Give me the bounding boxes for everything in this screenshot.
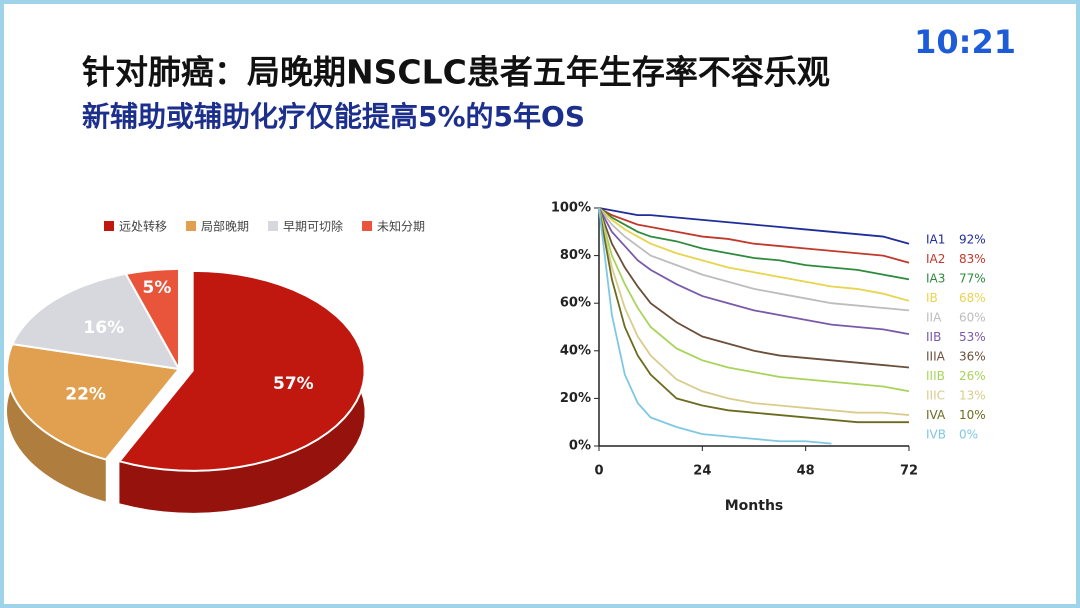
survival-curve	[598, 207, 910, 336]
survival-curve	[598, 207, 910, 302]
legend-label: 早期可切除	[283, 219, 343, 234]
series-end-label: 36%	[959, 350, 986, 364]
series-end-label: 13%	[959, 389, 986, 403]
legend-swatch	[186, 221, 197, 231]
x-tick-label: 48	[797, 464, 815, 479]
survival-curve	[598, 207, 910, 416]
survival-curve	[598, 207, 910, 264]
y-tick-label: 0%	[569, 439, 591, 454]
slide-canvas: 针对肺癌：局晚期NSCLC患者五年生存率不容乐观 新辅助或辅助化疗仅能提高5%的…	[6, 23, 1016, 514]
y-tick-label: 100%	[551, 201, 591, 216]
survival-curve	[598, 207, 832, 445]
x-axis-label: Months	[725, 498, 784, 514]
series-end-label: 92%	[959, 233, 986, 247]
series-end-label: 68%	[959, 291, 986, 305]
survival-curve	[598, 207, 910, 369]
series-end-label: 10%	[959, 408, 986, 422]
legend-swatch	[104, 221, 114, 231]
legend-label: IVB	[926, 428, 946, 442]
series-end-label: 83%	[959, 252, 986, 266]
legend-label: IA2	[926, 252, 945, 266]
survival-curve	[598, 207, 910, 245]
x-tick-label: 0	[594, 464, 603, 479]
legend-label: IA1	[926, 233, 945, 247]
pie-label: 57%	[273, 374, 314, 394]
legend-label: IIIC	[926, 389, 945, 403]
series-end-label: 53%	[959, 330, 986, 344]
pie-label: 5%	[142, 278, 171, 298]
x-tick-label: 72	[900, 464, 918, 479]
slide-subtitle: 新辅助或辅助化疗仅能提高5%的5年OS	[82, 100, 585, 133]
legend-label: IIIB	[926, 369, 945, 383]
survival-curve	[598, 207, 910, 281]
pie-slice	[6, 343, 181, 461]
series-end-label: 77%	[959, 272, 986, 286]
legend-swatch	[268, 221, 279, 231]
y-tick-label: 20%	[560, 391, 591, 406]
legend-label: IIA	[926, 311, 942, 325]
legend-label: IA3	[926, 272, 945, 286]
pie-slice	[124, 267, 180, 373]
legend-label: 未知分期	[377, 220, 425, 234]
pie-slice	[117, 269, 366, 472]
legend-label: 局部晚期	[201, 219, 249, 234]
legend-label: IIB	[926, 330, 941, 344]
y-tick-label: 60%	[560, 296, 591, 311]
survival-curve	[598, 207, 909, 424]
legend-swatch	[362, 221, 373, 231]
pie-slice	[10, 272, 181, 371]
x-tick-label: 24	[693, 464, 711, 479]
pie-label: 16%	[83, 318, 124, 338]
legend-label: IVA	[926, 408, 946, 422]
clock: 10:21	[914, 23, 1016, 61]
y-tick-label: 80%	[560, 248, 591, 263]
series-end-label: 26%	[959, 369, 986, 383]
legend-label: 远处转移	[119, 219, 167, 234]
pie-side	[7, 344, 106, 502]
pie-label: 22%	[65, 385, 106, 405]
survival-curve	[598, 207, 910, 312]
series-end-label: 0%	[959, 428, 978, 442]
y-tick-label: 40%	[560, 343, 591, 358]
legend-label: IB	[926, 291, 938, 305]
series-end-label: 60%	[959, 311, 986, 325]
slide-title: 针对肺癌：局晚期NSCLC患者五年生存率不容乐观	[82, 53, 830, 92]
survival-curve	[598, 207, 910, 393]
legend-label: IIIA	[926, 350, 946, 364]
